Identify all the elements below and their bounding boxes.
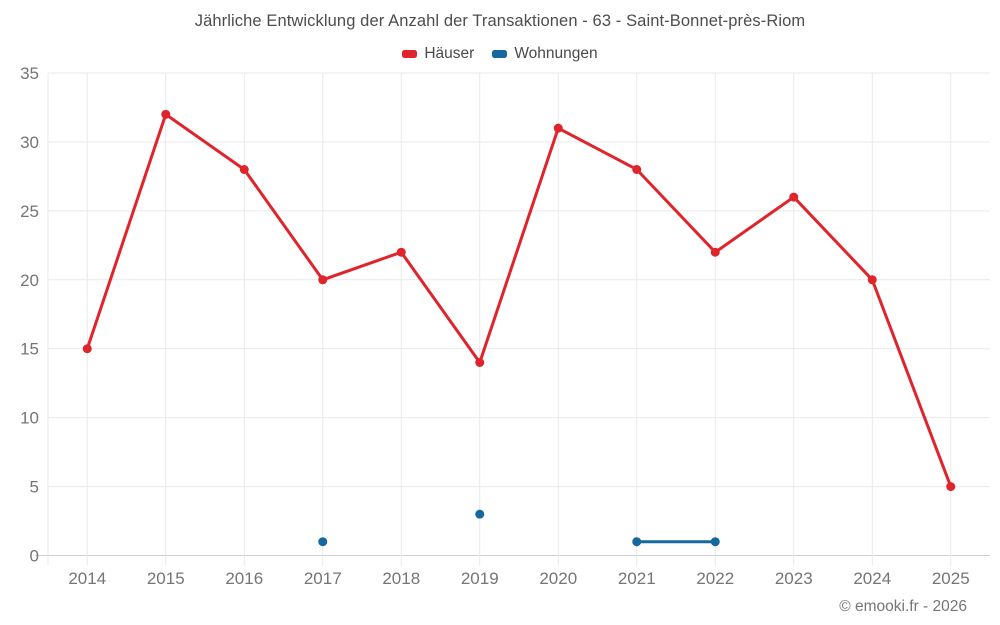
data-point-wohnungen-2021[interactable] (632, 537, 642, 547)
legend-label-wohnungen: Wohnungen (514, 45, 598, 62)
data-point-hauser-2018[interactable] (396, 247, 406, 257)
data-point-hauser-2017[interactable] (318, 275, 328, 285)
x-axis-tick-label-2023: 2023 (775, 569, 813, 588)
y-axis-tick-label-5: 5 (30, 478, 39, 497)
data-point-hauser-2014[interactable] (82, 344, 92, 354)
series-line-hauser (85, 112, 953, 489)
y-axis-tick-label-15: 15 (20, 340, 39, 359)
y-axis-tick-label-30: 30 (20, 133, 39, 152)
data-point-hauser-2021[interactable] (632, 165, 642, 174)
x-axis-tick-label-2016: 2016 (225, 569, 263, 588)
data-point-hauser-2022[interactable] (710, 247, 720, 257)
y-axis-tick-label-10: 10 (20, 409, 39, 428)
y-axis-tick-label-25: 25 (20, 202, 39, 221)
data-point-wohnungen-2017[interactable] (318, 537, 328, 547)
x-axis-tick-label-2021: 2021 (618, 569, 656, 588)
data-point-hauser-2023[interactable] (789, 192, 799, 202)
data-point-hauser-2024[interactable] (867, 275, 877, 285)
x-axis-tick-label-2014: 2014 (68, 569, 106, 588)
y-axis-tick-label-0: 0 (30, 547, 39, 566)
x-axis-tick-label-2020: 2020 (539, 569, 577, 588)
y-axis-tick-label-35: 35 (20, 64, 39, 83)
legend-item-wohnungen[interactable]: Wohnungen (492, 45, 598, 63)
legend-swatch-wohnungen (492, 50, 508, 58)
data-point-wohnungen-2022[interactable] (710, 537, 720, 547)
x-axis-tick-label-2015: 2015 (147, 569, 185, 588)
data-point-wohnungen-2019[interactable] (475, 509, 485, 519)
x-axis-tick-label-2024: 2024 (853, 569, 891, 588)
attribution-text: © emooki.fr - 2026 (839, 598, 967, 615)
y-axis-tick-label-20: 20 (20, 271, 39, 290)
data-point-hauser-2025[interactable] (946, 482, 956, 492)
x-axis-tick-label-2017: 2017 (304, 569, 342, 588)
data-point-hauser-2016[interactable] (239, 165, 249, 174)
legend-label-hauser: Häuser (424, 45, 475, 62)
chart-title: Jährliche Entwicklung der Anzahl der Tra… (194, 12, 806, 30)
data-point-hauser-2015[interactable] (161, 109, 171, 119)
x-axis-tick-label-2018: 2018 (382, 569, 420, 588)
x-axis-tick-label-2022: 2022 (696, 569, 734, 588)
x-axis-tick-label-2019: 2019 (461, 569, 499, 588)
x-axis-tick-label-2025: 2025 (932, 569, 970, 588)
data-point-hauser-2019[interactable] (475, 358, 485, 367)
legend-item-hauser[interactable]: Häuser (402, 45, 474, 63)
chart-legend: Häuser Wohnungen (0, 45, 1000, 63)
data-point-hauser-2020[interactable] (553, 123, 563, 133)
legend-swatch-hauser (402, 50, 418, 58)
